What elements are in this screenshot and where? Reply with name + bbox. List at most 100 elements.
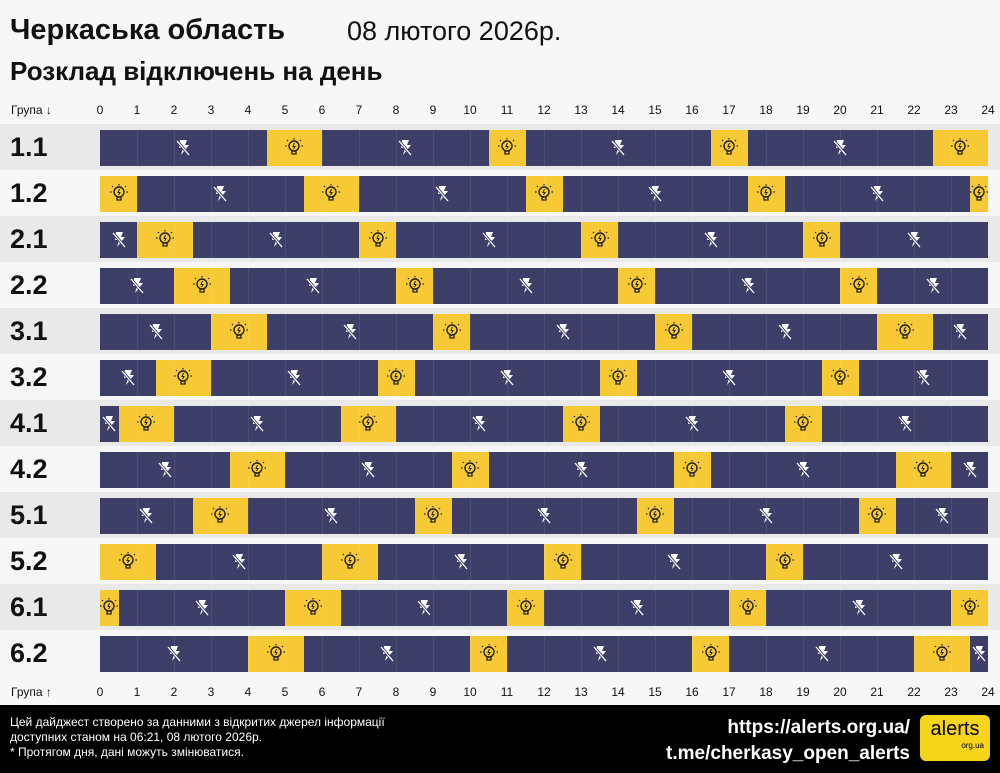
hour-gridline — [877, 544, 878, 580]
hour-gridline — [840, 406, 841, 442]
hour-gridline — [433, 498, 434, 534]
hour-gridline — [322, 130, 323, 166]
hour-tick-label: 20 — [833, 685, 847, 699]
power-on-segment — [747, 176, 785, 212]
hour-gridline — [470, 406, 471, 442]
power-off-bolt-icon — [379, 645, 395, 663]
lightbulb-icon — [627, 276, 646, 296]
hour-gridline — [248, 406, 249, 442]
hour-gridline — [396, 498, 397, 534]
note-line: * Протягом дня, дані можуть змінюватися. — [10, 745, 244, 759]
hour-gridline — [914, 590, 915, 626]
hour-gridline — [914, 636, 915, 672]
hour-gridline — [544, 268, 545, 304]
power-off-segment — [285, 452, 452, 488]
hour-gridline — [618, 636, 619, 672]
hour-gridline — [877, 222, 878, 258]
hour-gridline — [618, 544, 619, 580]
group-row: 6.2 — [0, 630, 1000, 676]
hour-gridline — [951, 130, 952, 166]
hour-tick-label: 23 — [944, 103, 958, 117]
hour-tick-label: 15 — [648, 103, 662, 117]
lightbulb-icon — [479, 644, 498, 664]
hour-gridline — [951, 544, 952, 580]
hour-gridline — [803, 590, 804, 626]
hour-tick-label: 0 — [96, 103, 104, 117]
hour-gridline — [803, 636, 804, 672]
power-off-segment — [377, 544, 544, 580]
hour-gridline — [951, 268, 952, 304]
hour-gridline — [618, 130, 619, 166]
hour-gridline — [359, 314, 360, 350]
power-off-bolt-icon — [166, 645, 182, 663]
power-on-segment — [840, 268, 877, 304]
power-off-segment — [100, 452, 230, 488]
lightbulb-icon — [174, 368, 193, 388]
hour-gridline — [692, 498, 693, 534]
power-on-segment — [377, 360, 415, 396]
power-off-segment — [100, 222, 137, 258]
hour-tick-label: 15 — [648, 685, 662, 699]
hour-gridline — [655, 268, 656, 304]
schedule-track — [100, 314, 988, 350]
hour-gridline — [914, 268, 915, 304]
hour-gridline — [359, 406, 360, 442]
power-off-bolt-icon — [481, 231, 497, 249]
group-row: 2.1 — [0, 216, 1000, 262]
hour-gridline — [618, 176, 619, 212]
hour-gridline — [211, 498, 212, 534]
hour-gridline — [840, 268, 841, 304]
hour-gridline — [951, 222, 952, 258]
hour-gridline — [174, 268, 175, 304]
hour-tick-label: 4 — [244, 103, 252, 117]
telegram-link[interactable]: t.me/cherkasy_open_alerts — [666, 743, 910, 764]
power-on-segment — [285, 590, 341, 626]
lightbulb-icon — [701, 644, 720, 664]
power-off-bolt-icon — [416, 599, 432, 617]
hour-gridline — [285, 268, 286, 304]
group-label-bottom: Група ↑ — [11, 685, 52, 699]
group-name: 4.2 — [10, 454, 48, 484]
hour-tick-label: 1 — [133, 103, 141, 117]
hour-gridline — [211, 176, 212, 212]
hour-gridline — [285, 222, 286, 258]
power-on-segment — [581, 222, 618, 258]
hour-gridline — [470, 314, 471, 350]
power-off-segment — [248, 498, 415, 534]
power-on-segment — [359, 222, 396, 258]
power-on-segment — [100, 544, 156, 580]
power-on-segment — [877, 314, 933, 350]
hour-gridline — [914, 176, 915, 212]
power-off-bolt-icon — [851, 599, 867, 617]
lightbulb-icon — [211, 506, 230, 526]
group-name: 1.2 — [10, 178, 48, 208]
hour-tick-label: 24 — [981, 685, 995, 699]
hour-gridline — [285, 176, 286, 212]
power-off-bolt-icon — [148, 323, 164, 341]
hour-gridline — [248, 176, 249, 212]
lightbulb-icon — [849, 276, 868, 296]
hour-gridline — [544, 222, 545, 258]
hour-gridline — [581, 544, 582, 580]
hour-gridline — [211, 544, 212, 580]
group-row: 1.2 — [0, 170, 1000, 216]
hour-gridline — [766, 222, 767, 258]
hour-tick-label: 23 — [944, 685, 958, 699]
power-off-bolt-icon — [934, 507, 950, 525]
power-off-bolt-icon — [721, 369, 737, 387]
power-on-segment — [655, 314, 692, 350]
power-on-segment — [488, 130, 526, 166]
power-on-segment — [174, 268, 230, 304]
power-on-segment — [618, 268, 655, 304]
hour-gridline — [692, 590, 693, 626]
power-off-segment — [932, 314, 988, 350]
power-on-segment — [211, 314, 267, 350]
power-off-bolt-icon — [629, 599, 645, 617]
website-link[interactable]: https://alerts.org.ua/ — [727, 717, 910, 738]
hour-gridline — [137, 268, 138, 304]
hour-gridline — [248, 452, 249, 488]
hour-gridline — [581, 590, 582, 626]
hour-gridline — [766, 268, 767, 304]
hour-tick-label: 6 — [318, 103, 326, 117]
power-off-bolt-icon — [231, 553, 247, 571]
